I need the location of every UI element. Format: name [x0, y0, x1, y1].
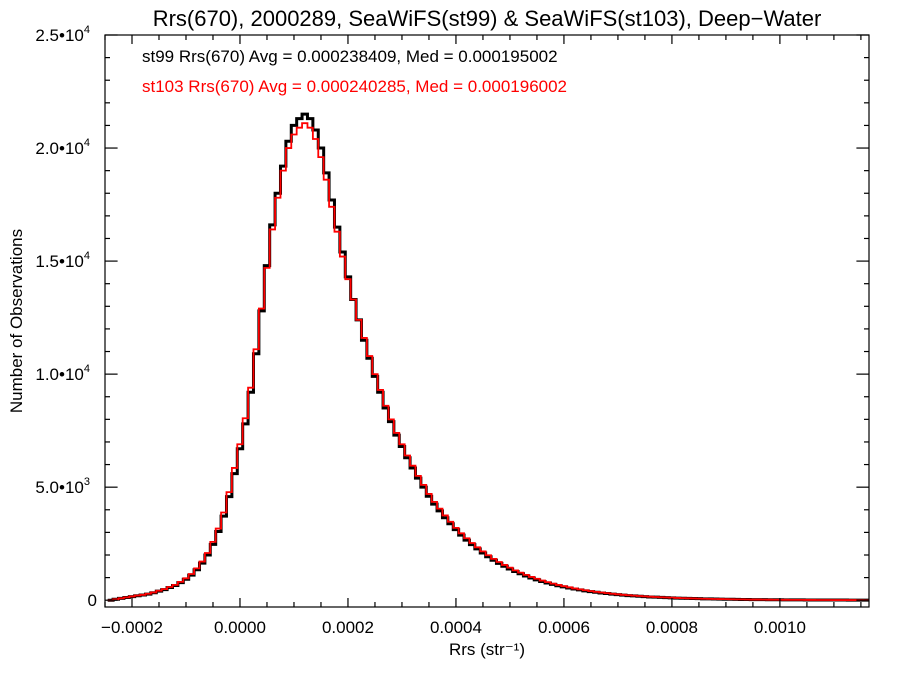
x-tick-labels: −0.0002 0.0000 0.0002 0.0004 0.0006 0.0008 0.0…	[101, 618, 806, 637]
annotation-st99: st99 Rrs(670) Avg = 0.000238409, Med = 0…	[142, 47, 558, 66]
tick-marks	[104, 34, 869, 607]
y-tick-label: 0	[88, 591, 97, 610]
y-axis-label: Number of Observations	[7, 229, 26, 413]
x-tick-label: 0.0010	[754, 618, 806, 637]
series-line-1	[107, 122, 869, 602]
series-layer	[107, 112, 869, 602]
y-tick-label: 5.0•103	[35, 476, 90, 497]
y-tick-label: 1.5•104	[35, 250, 90, 271]
y-tick-labels: 0 5.0•103 1.0•104 1.5•104 2.0•104 2.5•104	[35, 24, 97, 610]
x-tick-label: 0.0002	[322, 618, 374, 637]
y-tick-label: 2.5•104	[35, 24, 90, 45]
x-axis-label: Rrs (str⁻¹)	[449, 640, 525, 659]
plot-frame	[104, 34, 870, 608]
y-tick-label: 1.0•104	[35, 363, 90, 384]
annotation-st103: st103 Rrs(670) Avg = 0.000240285, Med = …	[142, 77, 567, 96]
x-tick-label: 0.0008	[646, 618, 698, 637]
x-tick-label: 0.0000	[214, 618, 266, 637]
chart-title: Rrs(670), 2000289, SeaWiFS(st99) & SeaWi…	[153, 6, 822, 31]
x-tick-label: −0.0002	[101, 618, 163, 637]
x-tick-label: 0.0004	[430, 618, 482, 637]
x-tick-label: 0.0006	[538, 618, 590, 637]
y-tick-label: 2.0•104	[35, 137, 90, 158]
